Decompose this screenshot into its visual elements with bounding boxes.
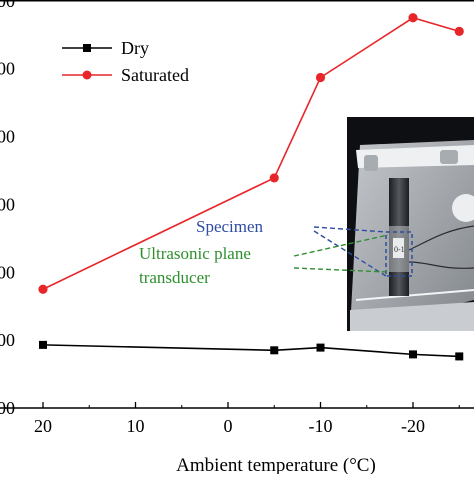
y-tick-label: 000 bbox=[0, 330, 15, 350]
legend: Dry Saturated bbox=[62, 38, 189, 85]
x-tick-label: 10 bbox=[127, 416, 145, 436]
data-point-dry bbox=[316, 343, 325, 352]
y-tick-label: 000 bbox=[0, 398, 15, 418]
data-point-dry bbox=[455, 352, 464, 361]
x-axis-title: Ambient temperature (°C) bbox=[176, 455, 376, 474]
y-tick-label: 000 bbox=[0, 59, 15, 79]
y-tick-label: 000 bbox=[0, 194, 15, 214]
data-point-saturated bbox=[38, 284, 48, 294]
annotation-transducer: transducer bbox=[139, 268, 210, 287]
annotation-ultrasonic-plane: Ultrasonic plane bbox=[139, 244, 251, 263]
data-point-dry bbox=[270, 346, 279, 355]
x-axis-ticks: 20 10 0 -10 -20 bbox=[34, 402, 460, 436]
y-tick-label: 000 bbox=[0, 262, 15, 282]
series-line-dry bbox=[42, 344, 460, 358]
x-tick-label: -10 bbox=[309, 416, 333, 436]
data-point-saturated bbox=[315, 72, 326, 83]
series-layer bbox=[38, 13, 464, 361]
annotation-specimen: Specimen bbox=[196, 217, 264, 236]
y-tick-label: 000 bbox=[0, 0, 15, 11]
data-point-saturated bbox=[454, 26, 464, 36]
legend-label-saturated: Saturated bbox=[121, 65, 189, 85]
legend-marker-dry bbox=[83, 44, 91, 52]
y-tick-label: 000 bbox=[0, 127, 15, 147]
x-tick-label: -20 bbox=[401, 416, 425, 436]
data-point-dry bbox=[409, 350, 417, 359]
y-axis-ticks: 000 000 000 000 000 000 000 bbox=[0, 0, 15, 418]
x-tick-label: 0 bbox=[224, 416, 233, 436]
data-point-dry bbox=[39, 340, 47, 349]
legend-label-dry: Dry bbox=[121, 38, 149, 58]
legend-marker-saturated bbox=[82, 70, 92, 80]
data-point-saturated bbox=[408, 13, 418, 23]
inset-photo: 0-1 bbox=[347, 117, 474, 331]
x-tick-label: 20 bbox=[34, 416, 52, 436]
svg-text:0-1: 0-1 bbox=[394, 245, 405, 254]
data-point-saturated bbox=[269, 173, 279, 183]
annotation-leaders bbox=[293, 226, 389, 277]
